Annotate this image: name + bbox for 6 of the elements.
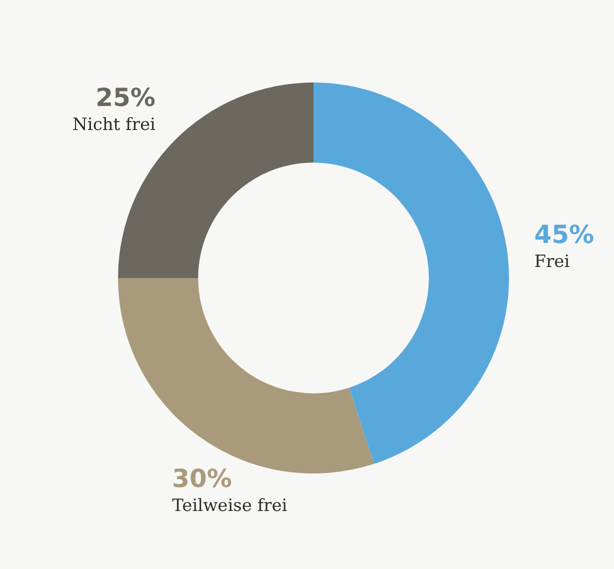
slice-label: Teilweise frei — [172, 496, 288, 516]
slice-label: Frei — [534, 252, 570, 272]
data-label: 45% — [534, 220, 594, 250]
slice-label: Nicht frei — [72, 114, 156, 135]
data-label: 30% — [172, 464, 232, 493]
data-label: 25% — [96, 82, 156, 112]
